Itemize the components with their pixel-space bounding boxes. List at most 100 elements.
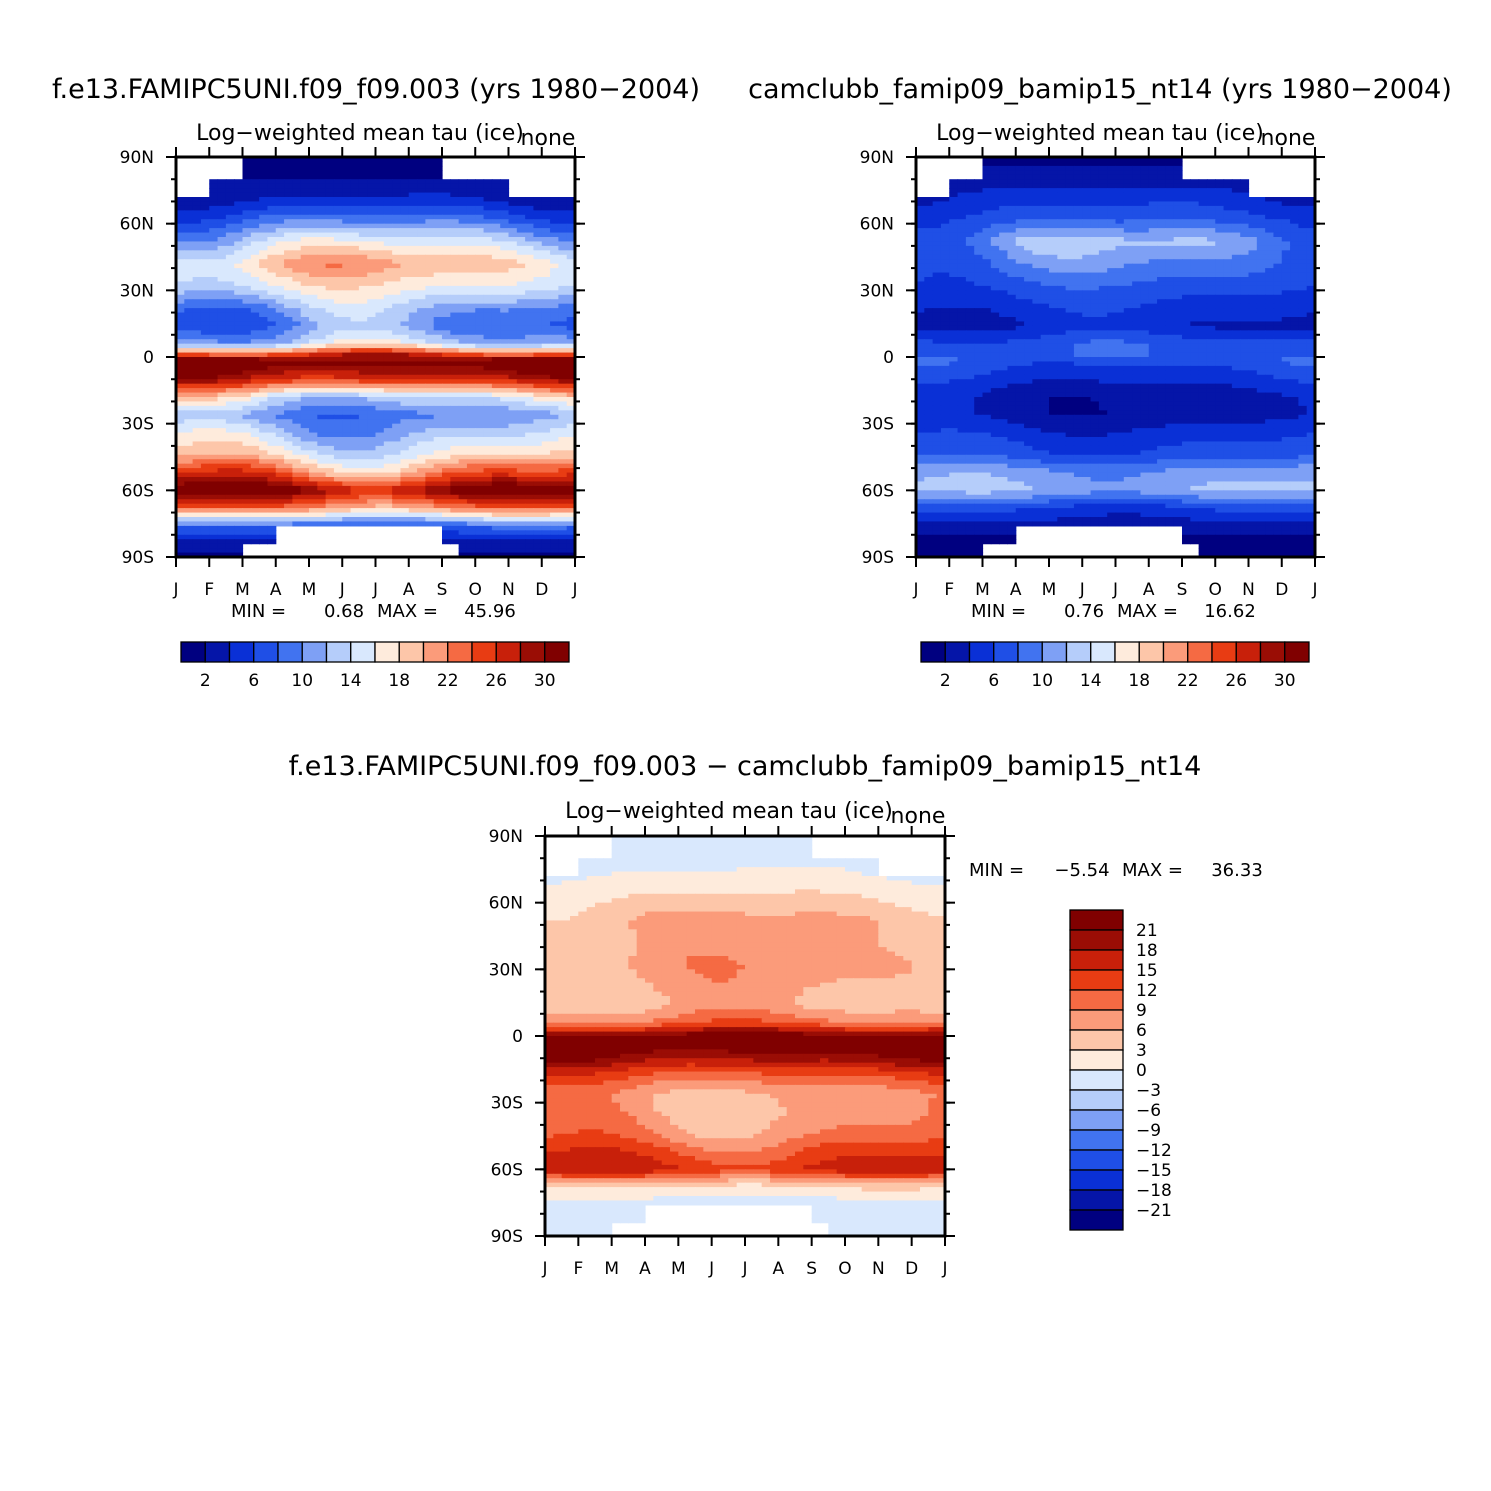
field-cell — [1098, 232, 1108, 238]
field-cell — [408, 290, 418, 296]
field-cell — [425, 361, 435, 367]
field-cell — [466, 210, 476, 216]
field-cell — [225, 428, 235, 434]
field-cell — [425, 170, 435, 176]
field-cell — [425, 521, 435, 527]
field-cell — [325, 521, 335, 527]
field-cell — [558, 454, 568, 460]
field-cell — [292, 419, 302, 425]
field-cell — [325, 437, 335, 443]
field-cell — [292, 294, 302, 300]
field-cell — [1049, 183, 1058, 189]
field-cell — [500, 437, 510, 443]
field-cell — [375, 494, 385, 500]
field-cell — [1298, 228, 1308, 234]
field-cell — [367, 379, 377, 385]
field-cell — [250, 428, 260, 434]
field-cell — [234, 192, 244, 198]
field-cell — [192, 348, 202, 354]
field-cell — [375, 179, 385, 185]
field-cell — [300, 241, 310, 247]
field-cell — [292, 508, 302, 514]
field-cell — [350, 472, 360, 478]
field-cell — [558, 539, 568, 545]
field-cell — [184, 197, 194, 203]
field-cell — [425, 352, 435, 358]
field-cell — [192, 499, 202, 505]
field-cell — [392, 365, 402, 371]
field-cell — [176, 397, 185, 403]
field-cell — [550, 423, 559, 429]
field-cell — [333, 161, 343, 167]
field-cell — [209, 277, 219, 283]
field-cell — [1007, 219, 1017, 225]
field-cell — [500, 197, 510, 203]
field-cell — [541, 290, 551, 296]
field-cell — [250, 361, 260, 367]
field-cell — [1132, 210, 1142, 216]
field-cell — [200, 499, 210, 505]
field-cell — [433, 450, 443, 456]
field-cell — [267, 463, 277, 469]
field-cell — [358, 317, 368, 323]
field-cell — [442, 250, 451, 256]
field-cell — [400, 463, 410, 469]
field-cell — [1173, 223, 1183, 229]
field-cell — [433, 379, 443, 385]
field-cell — [1265, 201, 1275, 207]
field-cell — [525, 308, 535, 314]
field-cell — [267, 192, 277, 198]
field-cell — [209, 441, 219, 447]
field-cell — [200, 219, 210, 225]
field-cell — [375, 308, 385, 314]
field-cell — [200, 361, 210, 367]
field-cell — [284, 485, 293, 491]
field-cell — [309, 210, 318, 216]
field-cell — [234, 445, 244, 451]
field-cell — [475, 365, 485, 371]
field-cell — [250, 214, 260, 220]
field-cell — [250, 241, 260, 247]
field-cell — [566, 397, 576, 403]
field-cell — [483, 223, 493, 229]
field-cell — [217, 468, 227, 474]
field-cell — [433, 223, 443, 229]
field-cell — [1090, 188, 1100, 194]
field-cell — [275, 352, 285, 358]
field-cell — [342, 357, 352, 363]
field-cell — [317, 237, 327, 243]
field-cell — [466, 454, 476, 460]
field-cell — [292, 308, 302, 314]
field-cell — [450, 325, 460, 331]
x-tick-label: J — [172, 580, 178, 600]
field-cell — [217, 379, 227, 385]
field-cell — [491, 210, 501, 216]
field-cell — [1265, 228, 1275, 234]
field-cell — [525, 259, 535, 265]
field-cell — [458, 317, 468, 323]
field-cell — [1057, 161, 1067, 167]
field-cell — [525, 485, 535, 491]
field-cell — [267, 499, 277, 505]
field-cell — [408, 463, 418, 469]
field-cell — [500, 245, 510, 251]
field-cell — [475, 392, 485, 398]
field-cell — [275, 490, 285, 496]
field-cell — [466, 197, 476, 203]
field-cell — [558, 245, 568, 251]
field-cell — [250, 232, 260, 238]
field-cell — [433, 445, 443, 451]
field-cell — [1165, 188, 1175, 194]
field-cell — [309, 290, 318, 296]
field-cell — [342, 285, 352, 291]
field-cell — [450, 517, 460, 523]
field-cell — [325, 223, 335, 229]
field-cell — [417, 157, 426, 163]
field-cell — [1057, 219, 1067, 225]
field-cell — [176, 539, 185, 545]
field-cell — [558, 530, 568, 536]
field-cell — [1007, 192, 1017, 198]
field-cell — [383, 521, 393, 527]
field-cell — [433, 454, 443, 460]
field-cell — [466, 379, 476, 385]
